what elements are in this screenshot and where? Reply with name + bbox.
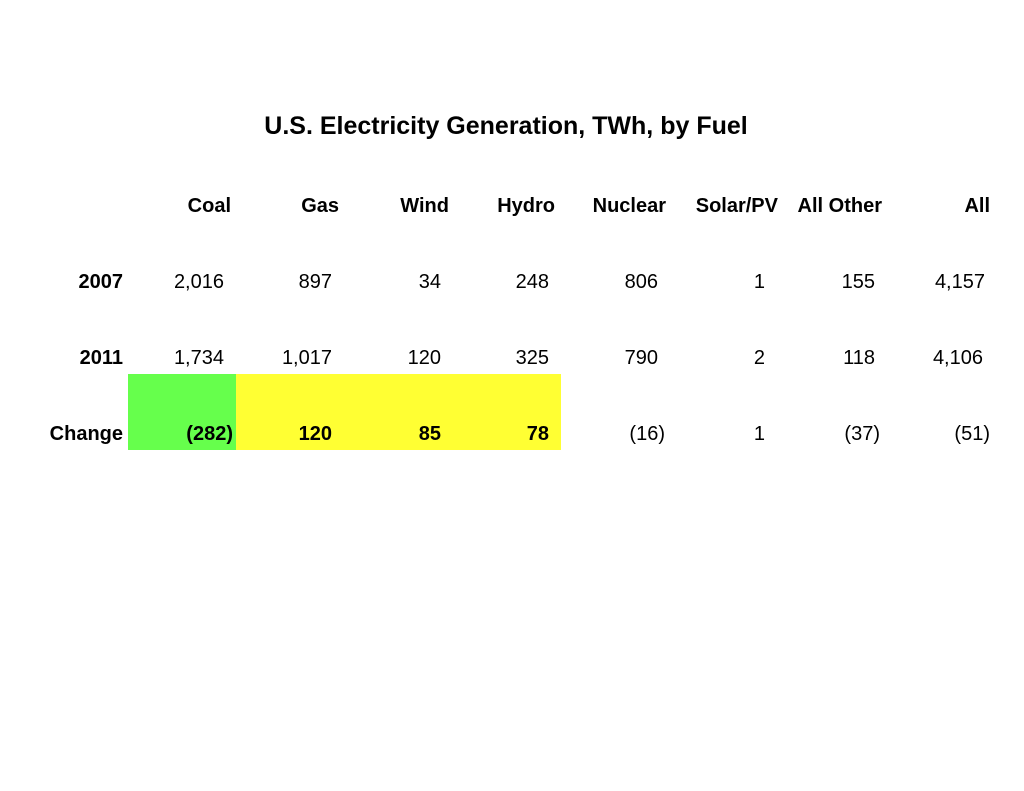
change-gas-wind-hydro-highlight bbox=[236, 374, 561, 450]
cell-2011-wind: 120 bbox=[407, 347, 441, 369]
cell-2007-all: 4,157 bbox=[934, 271, 985, 293]
column-header-hydro: Hydro bbox=[497, 195, 555, 217]
cell-2007-coal: 2,016 bbox=[173, 271, 224, 293]
cell-change-nuclear: (16) bbox=[629, 423, 665, 445]
cell-2011-solar-pv: 2 bbox=[753, 347, 765, 369]
column-header-all-other: All Other bbox=[797, 195, 882, 217]
cell-2007-solar-pv: 1 bbox=[753, 271, 765, 293]
cell-2007-wind: 34 bbox=[418, 271, 441, 293]
cell-change-all: (51) bbox=[954, 423, 990, 445]
cell-2007-all-other: 155 bbox=[841, 271, 875, 293]
cell-2007-hydro: 248 bbox=[515, 271, 549, 293]
cell-2011-all: 4,106 bbox=[932, 347, 983, 369]
row-label-2011: 2011 bbox=[79, 347, 123, 369]
cell-2007-nuclear: 806 bbox=[624, 271, 658, 293]
row-label-change: Change bbox=[49, 423, 123, 445]
column-header-all: All bbox=[964, 195, 990, 217]
change-coal-highlight bbox=[128, 374, 236, 450]
cell-2011-all-other: 118 bbox=[843, 347, 875, 369]
cell-change-hydro: 78 bbox=[526, 423, 549, 445]
cell-change-wind: 85 bbox=[418, 423, 441, 445]
cell-change-coal: (282) bbox=[186, 423, 233, 445]
column-header-solar-pv: Solar/PV bbox=[695, 195, 778, 217]
cell-2011-coal: 1,734 bbox=[173, 347, 224, 369]
cell-change-gas: 120 bbox=[298, 423, 332, 445]
cell-2011-nuclear: 790 bbox=[624, 347, 658, 369]
cell-2007-gas: 897 bbox=[298, 271, 332, 293]
column-header-nuclear: Nuclear bbox=[592, 195, 666, 217]
cell-change-all-other: (37) bbox=[844, 423, 880, 445]
cell-change-solar-pv: 1 bbox=[753, 423, 765, 445]
column-header-coal: Coal bbox=[187, 195, 231, 217]
column-header-wind: Wind bbox=[400, 195, 449, 217]
row-label-2007: 2007 bbox=[78, 271, 124, 293]
cell-2011-hydro: 325 bbox=[515, 347, 549, 369]
column-header-gas: Gas bbox=[301, 195, 339, 217]
chart-title: U.S. Electricity Generation, TWh, by Fue… bbox=[264, 112, 748, 140]
cell-2011-gas: 1,017 bbox=[281, 347, 332, 369]
